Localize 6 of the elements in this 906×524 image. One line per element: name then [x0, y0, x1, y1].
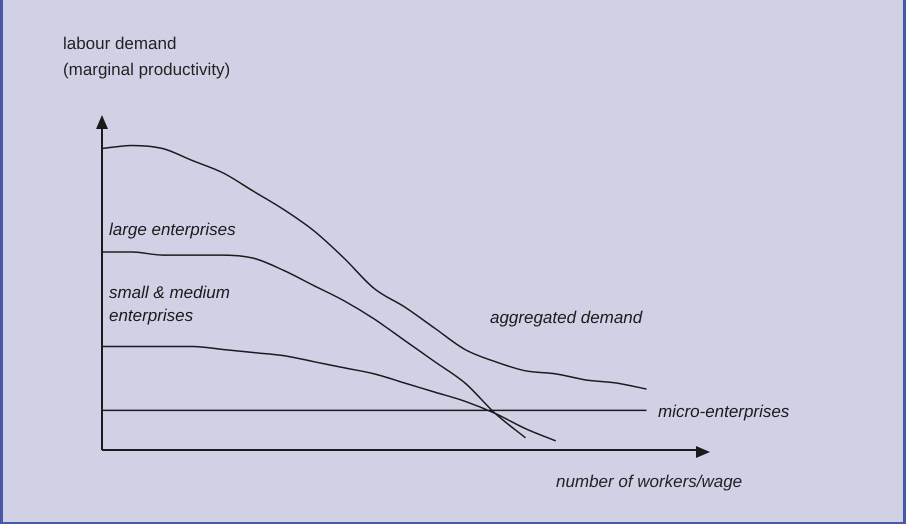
series-label: large enterprises — [109, 220, 236, 240]
series-label: small & medium enterprises — [109, 283, 230, 326]
series-label: aggregated demand — [490, 308, 643, 328]
x-axis-title: number of workers/wage — [556, 472, 742, 492]
series-label: micro-enterprises — [658, 402, 790, 422]
y-axis-title: labour demand (marginal productivity) — [63, 34, 230, 80]
